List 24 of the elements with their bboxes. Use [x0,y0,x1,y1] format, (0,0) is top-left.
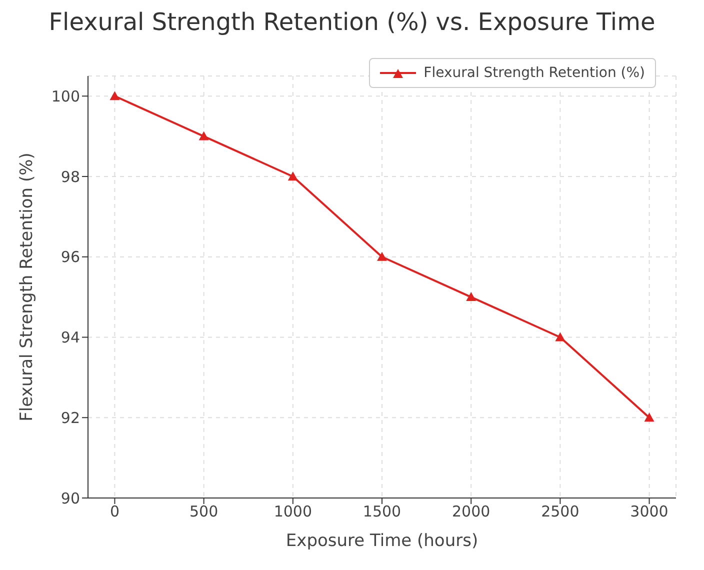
x-tick-label: 0 [110,502,120,521]
x-tick-label: 2500 [541,502,580,521]
y-tick-label: 94 [60,328,80,347]
x-tick-label: 500 [190,502,218,521]
y-tick-label: 96 [60,248,80,266]
y-tick-label: 100 [51,87,80,106]
x-tick-label: 1000 [274,502,312,521]
x-tick-label: 3000 [630,502,668,521]
y-tick-label: 98 [60,168,80,186]
y-tick-label: 90 [60,489,80,508]
point [555,332,566,342]
point [288,171,298,180]
y-tick-label: 92 [60,408,80,427]
x-axis-title: Exposure Time (hours) [286,531,478,551]
point [110,91,120,100]
point [377,252,387,261]
point [198,131,209,140]
legend-label: Flexural Strength Retention (%) [424,65,645,81]
x-tick-label: 2000 [452,502,490,521]
x-tick-label: 1500 [362,502,402,521]
point [644,412,654,422]
y-axis-title: Flexural Strength Retention (%) [17,152,38,422]
chart-title: Flexural Strength Retention (%) vs. Exposure Time [48,8,656,38]
point [466,292,476,302]
